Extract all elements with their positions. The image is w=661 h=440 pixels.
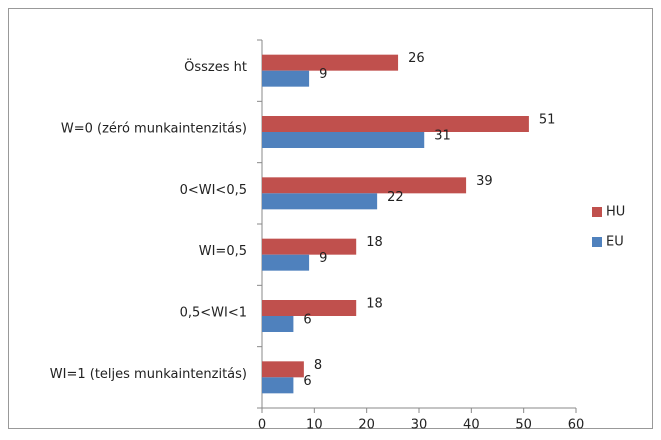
legend-label: HU bbox=[606, 205, 625, 220]
x-tick-label: 0 bbox=[258, 418, 266, 433]
bar bbox=[262, 300, 357, 316]
bar bbox=[262, 54, 399, 71]
y-tick-label: W=0 (zéró munkaintenzitás) bbox=[61, 121, 247, 136]
legend-swatch bbox=[592, 237, 602, 247]
x-tick-label: 10 bbox=[306, 418, 323, 433]
x-tick-label: 30 bbox=[411, 418, 428, 433]
data-label: 31 bbox=[434, 129, 451, 144]
x-tick-label: 20 bbox=[358, 418, 375, 433]
bar bbox=[262, 70, 310, 87]
bar bbox=[262, 193, 378, 210]
x-tick-label: 50 bbox=[515, 418, 532, 433]
data-label: 22 bbox=[387, 190, 404, 205]
data-label: 51 bbox=[539, 113, 556, 128]
x-tick-label: 40 bbox=[463, 418, 480, 433]
bar bbox=[262, 132, 425, 148]
y-tick-label: Összes ht bbox=[184, 58, 247, 75]
bar bbox=[262, 361, 304, 378]
legend-label: EU bbox=[606, 235, 624, 250]
data-label: 18 bbox=[366, 297, 383, 312]
x-tick-label: 60 bbox=[568, 418, 585, 433]
bar bbox=[262, 238, 357, 255]
bar bbox=[262, 316, 294, 332]
bar bbox=[262, 177, 467, 194]
data-label: 9 bbox=[319, 251, 327, 266]
y-tick-label: 0<WI<0,5 bbox=[180, 183, 247, 198]
data-label: 39 bbox=[476, 174, 493, 189]
bar bbox=[262, 254, 310, 271]
bar bbox=[262, 116, 529, 132]
y-tick-label: WI=1 (teljes munkaintenzitás) bbox=[50, 367, 247, 382]
data-label: 6 bbox=[303, 313, 311, 328]
data-label: 6 bbox=[303, 374, 311, 389]
y-tick-label: WI=0,5 bbox=[199, 244, 247, 259]
y-tick-label: 0,5<WI<1 bbox=[180, 305, 247, 320]
data-label: 9 bbox=[319, 67, 327, 82]
legend-swatch bbox=[592, 207, 602, 217]
chart-border bbox=[8, 8, 653, 429]
data-label: 26 bbox=[408, 51, 425, 66]
data-label: 18 bbox=[366, 235, 383, 250]
bar bbox=[262, 377, 294, 394]
data-label: 8 bbox=[314, 358, 322, 373]
